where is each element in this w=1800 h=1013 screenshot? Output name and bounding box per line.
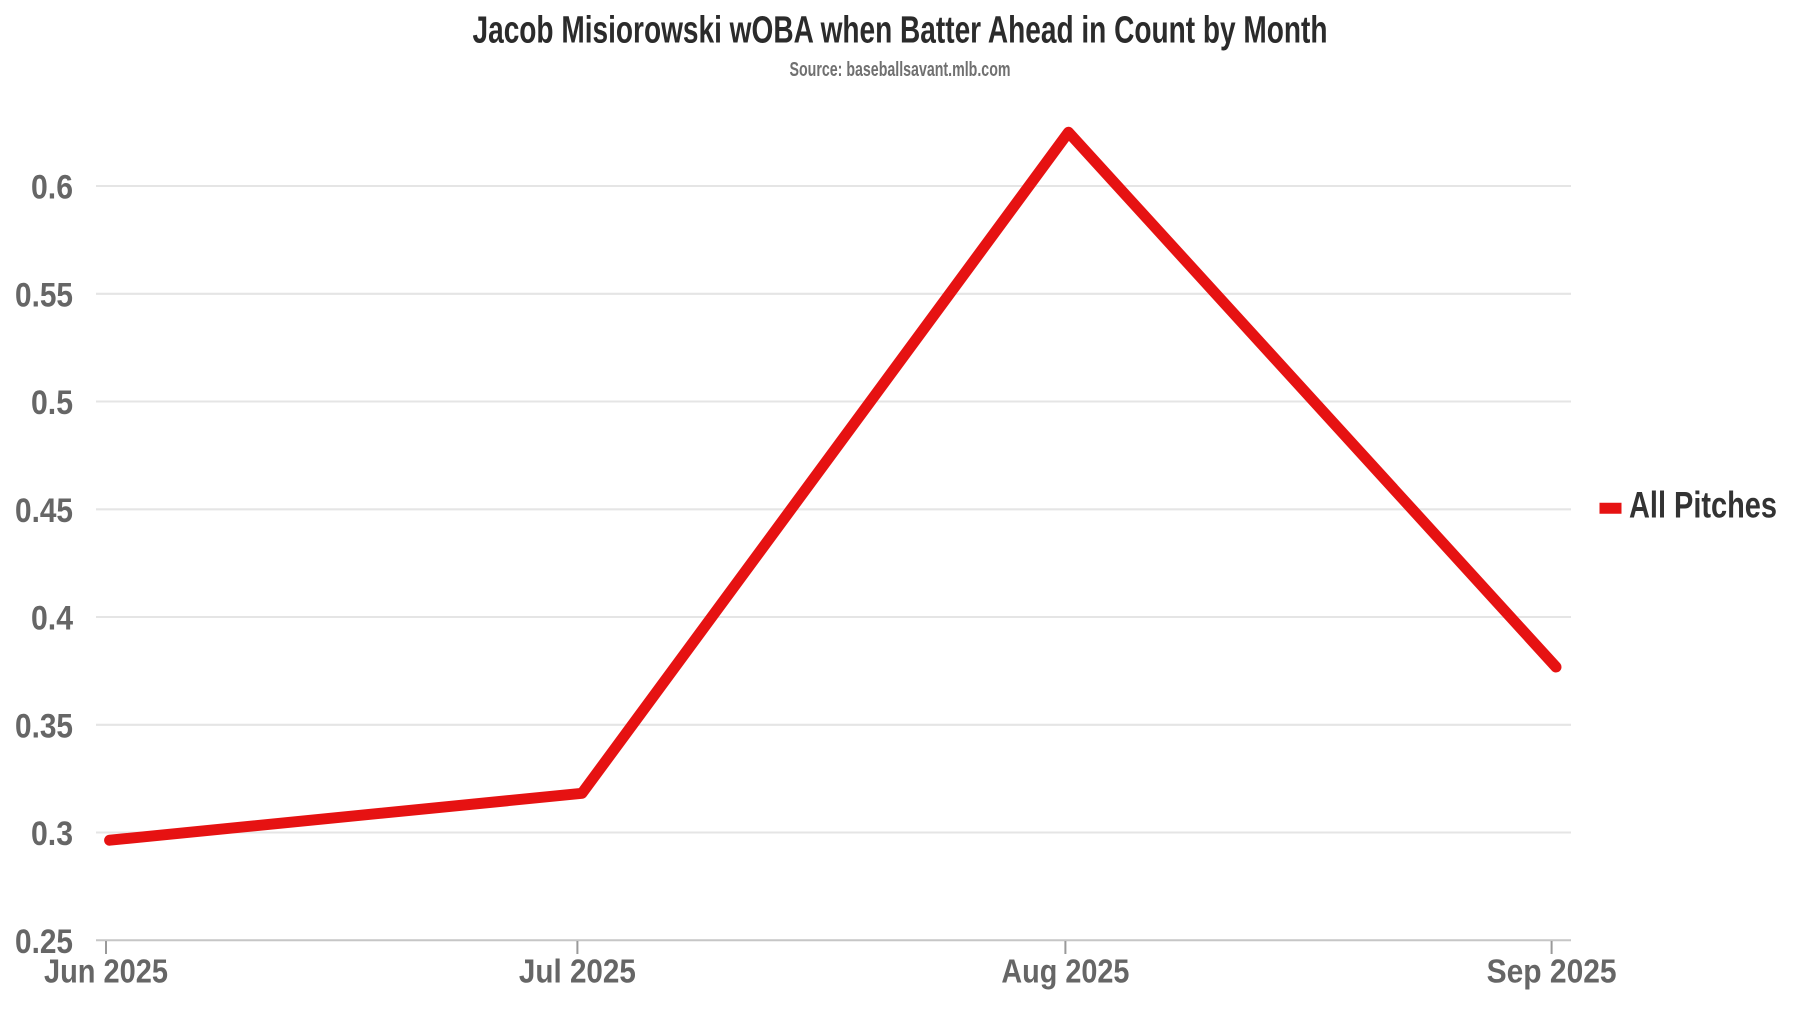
svg-text:Aug 2025: Aug 2025	[1001, 954, 1129, 991]
svg-text:0.3: 0.3	[31, 815, 73, 853]
svg-text:Source: baseballsavant.mlb.com: Source: baseballsavant.mlb.com	[790, 58, 1011, 81]
svg-text:0.45: 0.45	[15, 492, 73, 530]
svg-text:0.25: 0.25	[15, 923, 73, 961]
svg-text:0.4: 0.4	[31, 600, 73, 638]
svg-text:Jacob Misiorowski wOBA when Ba: Jacob Misiorowski wOBA when Batter Ahead…	[473, 10, 1328, 52]
svg-text:0.55: 0.55	[15, 276, 73, 314]
svg-text:All Pitches: All Pitches	[1629, 483, 1777, 525]
svg-text:Sep 2025: Sep 2025	[1487, 954, 1617, 991]
svg-text:0.5: 0.5	[31, 384, 73, 422]
svg-text:0.35: 0.35	[15, 707, 73, 745]
svg-text:0.6: 0.6	[31, 169, 73, 207]
svg-text:Jun 2025: Jun 2025	[44, 954, 168, 991]
svg-text:Jul 2025: Jul 2025	[519, 954, 636, 991]
